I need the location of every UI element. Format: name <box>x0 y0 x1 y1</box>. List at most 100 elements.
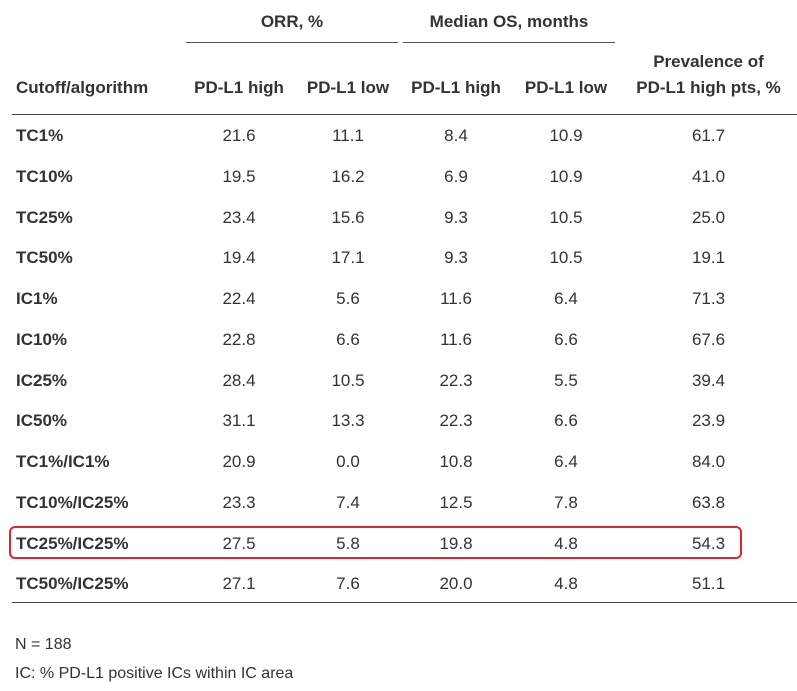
cell-cutoff-label: TC1% <box>16 126 64 145</box>
cell-os-high: 20.0 <box>439 574 473 594</box>
cell-orr-low: 17.1 <box>331 248 365 268</box>
cell-prevalence: 23.9 <box>691 411 726 431</box>
cell-os-high: 6.9 <box>444 166 468 186</box>
cell-cutoff-label: TC10% <box>16 166 73 186</box>
column-header-os-low: PD-L1 low <box>524 78 608 97</box>
cell-orr-high: 20.9 <box>222 452 256 471</box>
column-header-orr-low: PD-L1 low <box>306 78 390 97</box>
cell-cutoff-label: TC50%/IC25% <box>16 574 129 594</box>
cell-cutoff-label: IC50% <box>16 411 68 431</box>
cell-orr-high: 22.8 <box>222 329 256 349</box>
cell-os-high: 12.5 <box>439 492 473 512</box>
cell-os-low: 7.8 <box>554 492 578 512</box>
cell-orr-low: 15.6 <box>331 207 365 227</box>
table-row: IC25% 28.4 10.5 22.3 5.5 39.4 <box>0 361 797 402</box>
table-row: TC50%/IC25% 27.1 7.6 20.0 4.8 51.1 <box>0 564 797 605</box>
cell-cutoff-label: TC50% <box>16 248 73 268</box>
column-header-orr-high: PD-L1 high <box>194 78 284 97</box>
cell-os-high: 8.4 <box>444 126 468 145</box>
table-row: TC50% 19.4 17.1 9.3 10.5 19.1 <box>0 238 797 279</box>
cell-os-high: 9.3 <box>444 248 468 268</box>
cell-os-low: 10.5 <box>549 248 583 268</box>
cell-os-high: 9.3 <box>444 207 468 227</box>
highlight-box <box>9 525 742 559</box>
cell-os-low: 6.4 <box>554 289 578 308</box>
cell-orr-low: 7.6 <box>336 574 360 594</box>
header-rule <box>12 114 797 115</box>
cell-prevalence: 25.0 <box>691 207 726 227</box>
footnote-n: N = 188 <box>15 636 72 653</box>
column-header-os-high: PD-L1 high <box>411 78 501 97</box>
cell-os-high: 11.6 <box>440 289 472 308</box>
cell-orr-high: 19.5 <box>222 166 256 186</box>
cell-orr-high: 19.4 <box>222 248 256 268</box>
table-row-highlighted: TC25%/IC25% 27.5 5.8 19.8 4.8 54.3 <box>0 524 797 565</box>
cell-prevalence: 84.0 <box>691 452 726 471</box>
cell-os-low: 10.9 <box>549 126 583 145</box>
table-row: IC1% 22.4 5.6 11.6 6.4 71.3 <box>0 279 797 320</box>
cell-os-high: 22.3 <box>439 370 473 390</box>
table-row: TC25% 23.4 15.6 9.3 10.5 25.0 <box>0 198 797 239</box>
group-rule-median-os <box>403 42 615 43</box>
cell-prevalence: 71.3 <box>691 289 726 308</box>
cell-orr-high: 23.3 <box>222 492 256 512</box>
cell-orr-low: 6.6 <box>336 329 360 349</box>
cell-os-low: 4.8 <box>554 574 578 594</box>
cell-os-low: 6.6 <box>554 411 578 431</box>
table-row: TC1%/IC1% 20.9 0.0 10.8 6.4 84.0 <box>0 442 797 483</box>
cell-cutoff-label: IC25% <box>16 370 68 390</box>
footnote-ic-definition: IC: % PD-L1 positive ICs within IC area <box>15 665 294 682</box>
cell-orr-low: 16.2 <box>331 166 365 186</box>
cell-os-low: 10.5 <box>549 207 583 227</box>
cell-orr-low: 10.5 <box>331 370 365 390</box>
group-header-orr: ORR, % <box>260 12 324 31</box>
cell-orr-low: 5.6 <box>336 289 360 308</box>
cell-prevalence: 19.1 <box>691 248 726 268</box>
cell-orr-high: 27.1 <box>222 574 256 594</box>
cell-prevalence: 51.1 <box>691 574 726 594</box>
cell-orr-high: 21.6 <box>222 126 256 145</box>
table-row: TC1% 21.6 11.1 8.4 10.9 61.7 <box>0 116 797 157</box>
cell-orr-low: 7.4 <box>336 492 360 512</box>
group-header-median-os: Median OS, months <box>429 12 589 31</box>
column-header-prevalence-line1: Prevalence of <box>653 52 764 71</box>
cell-cutoff-label: TC10%/IC25% <box>16 492 129 512</box>
cell-os-low: 5.5 <box>554 370 578 390</box>
cell-os-high: 22.3 <box>439 411 473 431</box>
table-row: TC10% 19.5 16.2 6.9 10.9 41.0 <box>0 157 797 198</box>
cell-cutoff-label: IC10% <box>16 329 68 349</box>
cell-prevalence: 61.7 <box>691 126 726 145</box>
cell-cutoff-label: IC1% <box>16 289 58 308</box>
cell-orr-low: 13.3 <box>331 411 365 431</box>
cell-os-high: 10.8 <box>439 452 473 471</box>
cell-os-low: 6.4 <box>554 452 578 471</box>
cell-os-high: 11.6 <box>440 329 472 349</box>
cell-os-low: 10.9 <box>549 166 583 186</box>
table-body: TC1% 21.6 11.1 8.4 10.9 61.7 TC10% 19.5 16.2 6.9 1… <box>0 116 797 605</box>
cell-cutoff-label: TC25% <box>16 207 73 227</box>
group-rule-orr <box>186 42 398 43</box>
cell-orr-low: 0.0 <box>336 452 360 471</box>
table-bottom-rule <box>12 602 797 603</box>
cell-prevalence: 54.3 <box>691 533 726 553</box>
cell-orr-high: 28.4 <box>222 370 256 390</box>
cell-prevalence: 67.6 <box>691 329 726 349</box>
column-header-prevalence-line2: PD-L1 high pts, % <box>636 78 781 97</box>
cell-orr-high: 31.1 <box>222 411 256 431</box>
table-row: TC10%/IC25% 23.3 7.4 12.5 7.8 63.8 <box>0 483 797 524</box>
cell-os-high: 19.8 <box>439 533 473 553</box>
cell-orr-high: 22.4 <box>222 289 256 308</box>
cell-cutoff-label: TC1%/IC1% <box>16 452 110 471</box>
cell-prevalence: 41.0 <box>691 166 726 186</box>
table-row: IC50% 31.1 13.3 22.3 6.6 23.9 <box>0 401 797 442</box>
cell-prevalence: 39.4 <box>691 370 726 390</box>
cell-orr-low: 11.1 <box>332 126 364 145</box>
cell-orr-high: 23.4 <box>222 207 256 227</box>
table-row: IC10% 22.8 6.6 11.6 6.6 67.6 <box>0 320 797 361</box>
column-header-cutoff: Cutoff/algorithm <box>16 78 149 97</box>
cell-orr-low: 5.8 <box>336 533 360 553</box>
cell-os-low: 4.8 <box>554 533 578 553</box>
cell-os-low: 6.6 <box>554 329 578 349</box>
cell-orr-high: 27.5 <box>222 533 256 553</box>
cell-cutoff-label: TC25%/IC25% <box>16 533 129 553</box>
